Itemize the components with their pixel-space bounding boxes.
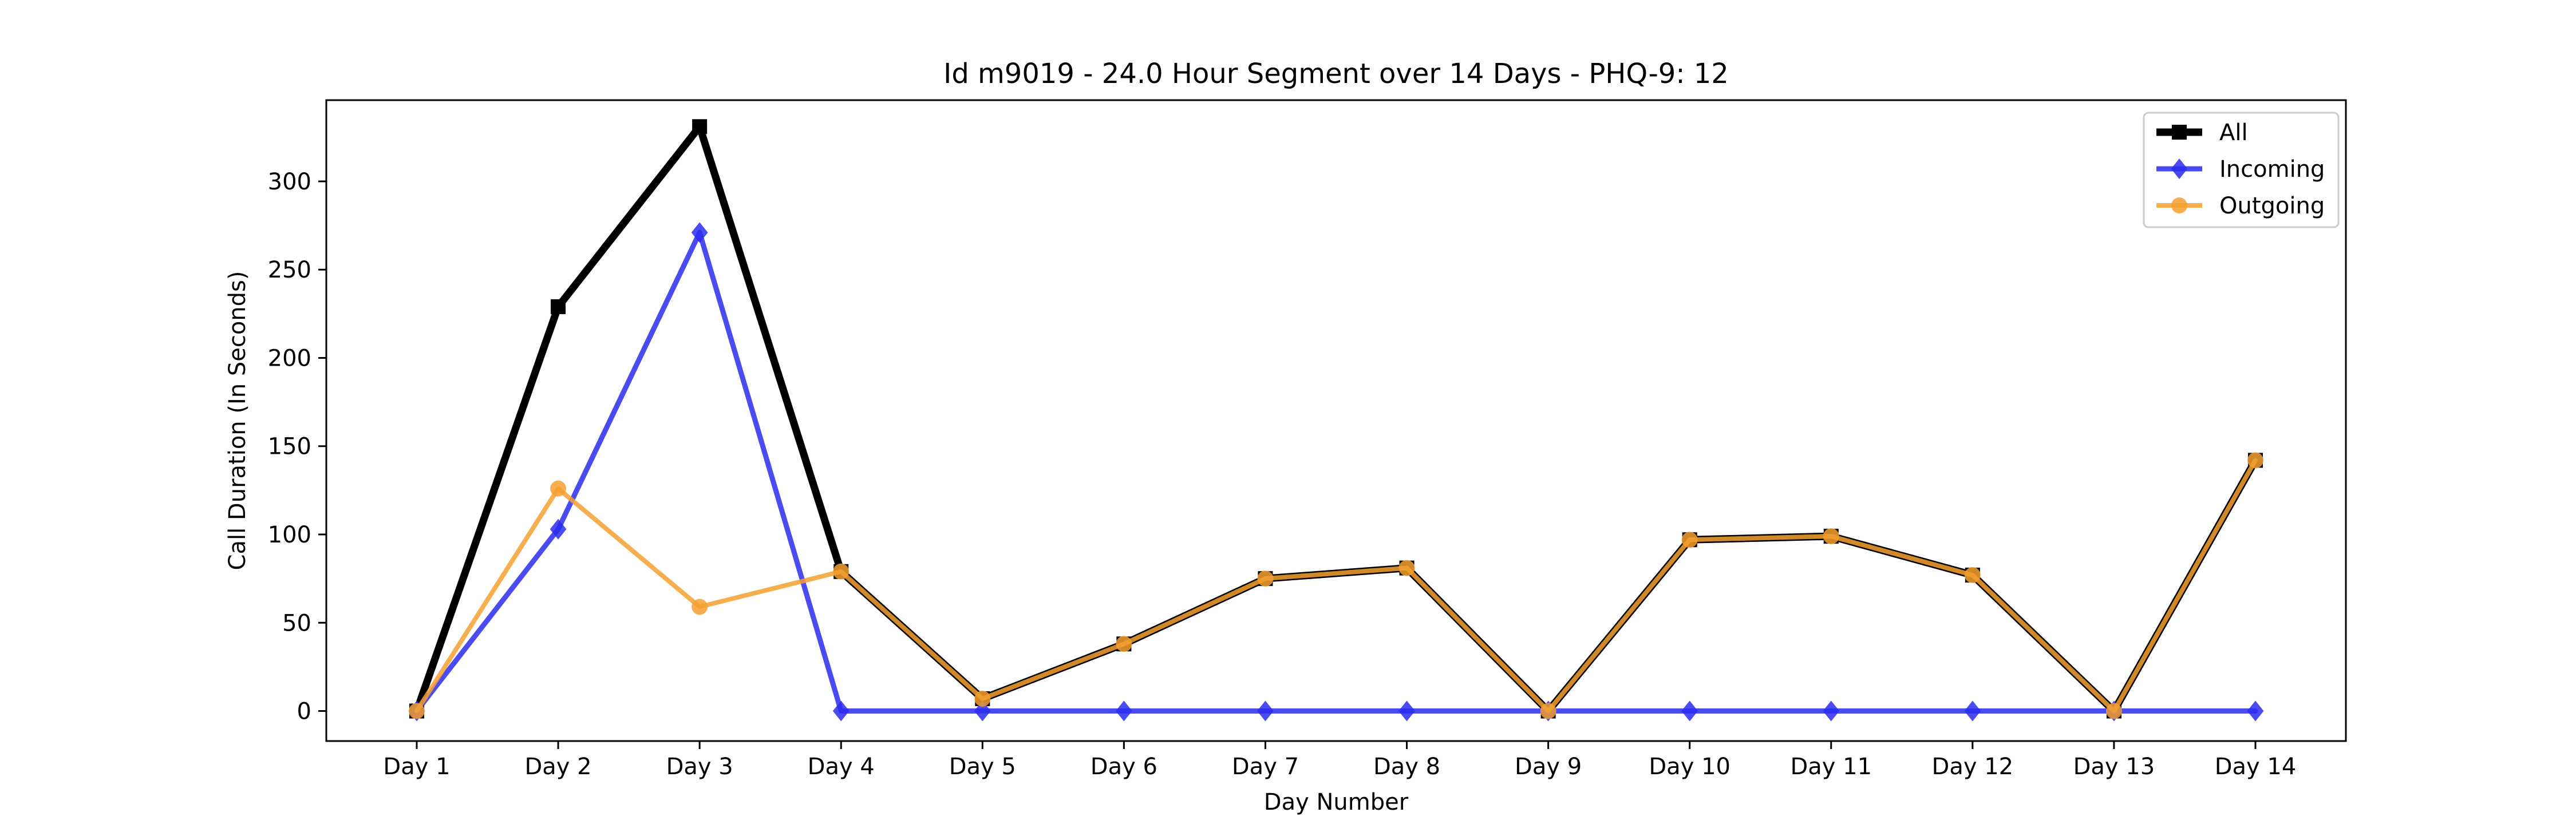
data-point [551, 299, 566, 314]
x-tick-label: Day 13 [2073, 754, 2155, 780]
x-tick-label: Day 2 [524, 754, 591, 780]
data-point [2171, 159, 2188, 179]
data-point [832, 700, 850, 722]
data-point [409, 703, 425, 719]
data-point [1398, 700, 1415, 722]
x-axis-title: Day Number [1264, 789, 1409, 815]
legend-label: All [2219, 120, 2248, 146]
x-tick-label: Day 11 [1790, 754, 1872, 780]
y-tick-label: 250 [268, 257, 311, 283]
data-point [2247, 700, 2264, 722]
data-point [550, 518, 567, 540]
series-line [414, 458, 2258, 714]
legend-label: Incoming [2219, 156, 2325, 183]
data-point [2172, 125, 2187, 140]
x-axis: Day 1 Day 2 Day 3 Day 4 Day 5 Day 6 Day 7 Day 8… [383, 741, 2296, 780]
x-tick-label: Day 1 [383, 754, 450, 780]
data-point [692, 599, 708, 615]
x-tick-label: Day 9 [1515, 754, 1582, 780]
x-tick-label: Day 14 [2215, 754, 2297, 780]
legend-item-all: All [2156, 120, 2248, 146]
legend-item-incoming: Incoming [2156, 156, 2325, 183]
x-tick-label: Day 10 [1649, 754, 1730, 780]
x-tick-label: Day 8 [1373, 754, 1440, 780]
chart-title: Id m9019 - 24.0 Hour Segment over 14 Day… [943, 58, 1729, 90]
x-tick-label: Day 4 [808, 754, 875, 780]
y-tick-label: 150 [268, 434, 311, 460]
data-point [1115, 700, 1132, 722]
data-point [1398, 560, 1415, 576]
data-point [1257, 571, 1274, 587]
data-point [2171, 197, 2187, 213]
data-point [974, 690, 991, 707]
legend: All Incoming Outgoing [2143, 112, 2340, 228]
y-tick-label: 100 [268, 522, 311, 548]
data-point [550, 480, 567, 497]
data-point [692, 119, 708, 134]
y-tick-label: 300 [268, 169, 311, 195]
y-axis-title: Call Duration (In Seconds) [224, 271, 251, 571]
y-tick-label: 200 [268, 345, 311, 371]
data-point [691, 222, 708, 243]
series-outgoing [409, 452, 2263, 719]
data-point [1823, 528, 1839, 545]
data-point [1964, 700, 1981, 722]
data-point [974, 700, 991, 722]
data-point [1116, 636, 1132, 652]
x-tick-label: Day 6 [1091, 754, 1157, 780]
data-point [1540, 703, 1556, 719]
y-tick-label: 50 [282, 610, 311, 636]
data-point [833, 563, 850, 580]
legend-box [2143, 112, 2340, 228]
y-tick-label: 0 [297, 699, 311, 725]
y-axis: 0 50 100 150 200 250 300 [268, 169, 326, 725]
data-point [1964, 566, 1981, 583]
plot-frame [325, 99, 2347, 742]
data-point [2247, 452, 2263, 469]
legend-item-outgoing: Outgoing [2156, 193, 2325, 219]
plot-area [408, 119, 2264, 722]
data-point [1823, 700, 1840, 722]
x-tick-label: Day 3 [666, 754, 733, 780]
x-tick-label: Day 12 [1932, 754, 2014, 780]
data-point [2105, 703, 2122, 719]
legend-label: Outgoing [2219, 193, 2325, 219]
data-point [1257, 700, 1274, 722]
data-point [1681, 700, 1698, 722]
x-tick-label: Day 5 [949, 754, 1016, 780]
data-point [1681, 532, 1698, 548]
series-line [414, 229, 2258, 714]
x-tick-label: Day 7 [1232, 754, 1299, 780]
